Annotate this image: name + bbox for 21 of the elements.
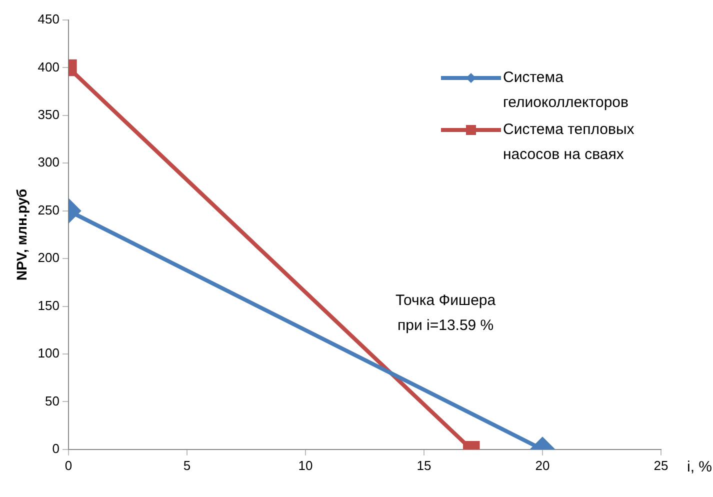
legend-label: Система гелиоколлекторов xyxy=(503,69,629,112)
y-tick-label: 450 xyxy=(38,12,60,27)
y-tick-label: 300 xyxy=(38,154,60,170)
legend-label: Система тепловых насосов на сваях xyxy=(503,121,635,164)
y-tick-label: 200 xyxy=(38,250,60,266)
annotation: Точка Фишера при i=13.59 % xyxy=(396,292,496,334)
y-axis-title: NPV, млн.руб xyxy=(13,188,30,281)
y-tick-label: 350 xyxy=(38,107,60,122)
y-tick-label: 250 xyxy=(38,202,60,218)
y-tick-label: 50 xyxy=(45,393,60,408)
x-axis-title: i, % xyxy=(687,458,712,476)
y-tick-label: 400 xyxy=(38,59,60,74)
x-tick-label: 0 xyxy=(64,458,72,473)
x-tick-label: 10 xyxy=(298,458,313,473)
y-tick-label: 100 xyxy=(38,346,60,361)
y-tick-label: 150 xyxy=(38,298,60,313)
x-tick-label: 20 xyxy=(535,458,550,473)
x-tick-label: 15 xyxy=(416,458,432,473)
y-tick-label: 0 xyxy=(52,440,60,456)
x-tick-label: 25 xyxy=(654,458,668,473)
x-tick-label: 5 xyxy=(183,458,191,473)
